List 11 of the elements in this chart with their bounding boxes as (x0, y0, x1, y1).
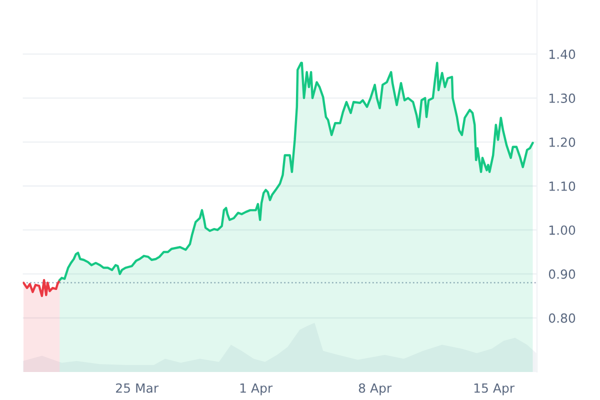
x-tick-label: 15 Apr (474, 383, 515, 396)
y-tick-label: 1.40 (549, 50, 576, 60)
y-tick-label: 0.80 (548, 313, 576, 323)
x-tick-label: 25 Mar (116, 383, 159, 393)
y-tick-label: 1.30 (549, 94, 576, 103)
y-tick-label: 1.00 (549, 225, 576, 235)
y-tick-label: 0.90 (548, 269, 576, 279)
y-tick-label: 1.10 (549, 181, 576, 191)
x-tick-label: 1 Apr (240, 383, 273, 396)
y-tick-label: 1.20 (549, 138, 576, 147)
x-tick-label: 8 Apr (358, 383, 392, 396)
